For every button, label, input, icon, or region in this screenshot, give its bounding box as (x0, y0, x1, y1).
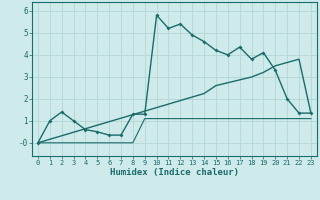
X-axis label: Humidex (Indice chaleur): Humidex (Indice chaleur) (110, 168, 239, 177)
